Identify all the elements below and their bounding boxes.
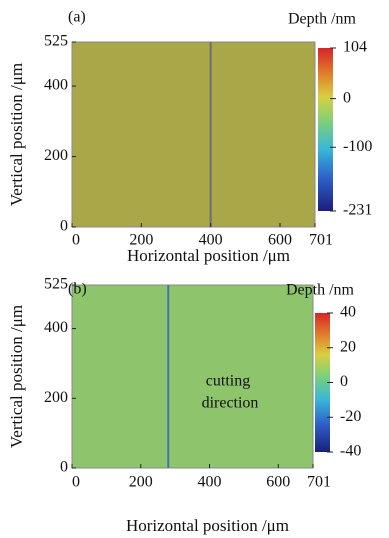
- y-tick-label: 0: [60, 218, 68, 235]
- colorbar-tick-label: -231: [343, 202, 372, 219]
- annotation: direction: [202, 395, 259, 412]
- x-tick-label: 600: [266, 474, 290, 491]
- panel-label: (b): [68, 281, 87, 298]
- depth-map: [72, 42, 315, 227]
- colorbar-tick-label: -40: [340, 443, 361, 460]
- colorbar-tick-label: -100: [343, 138, 372, 155]
- colorbar-tick-label: 104: [343, 39, 367, 56]
- x-tick-label: 200: [129, 474, 153, 491]
- colorbar: [318, 48, 333, 211]
- x-tick-label: 701: [307, 474, 331, 491]
- y-tick-label: 400: [44, 77, 68, 94]
- colorbar-tick-label: 0: [343, 89, 351, 106]
- colorbar-tick-label: 40: [340, 304, 356, 321]
- colorbar-title: Depth /nm: [286, 282, 355, 299]
- colorbar-tick-label: -20: [340, 408, 361, 425]
- y-tick-label: 200: [44, 389, 68, 406]
- figure: (a)02004006007010200400525Horizontal pos…: [0, 0, 389, 538]
- colorbar-title: Depth /nm: [288, 11, 357, 28]
- y-tick-label: 525: [44, 33, 68, 50]
- depth-map: [72, 285, 313, 468]
- y-tick-label: 200: [44, 147, 68, 164]
- annotation: cutting: [206, 373, 250, 390]
- x-tick-label: 400: [198, 474, 222, 491]
- panel-label: (a): [68, 9, 86, 26]
- x-axis-label: Horizontal position /μm: [127, 246, 290, 265]
- y-tick-label: 400: [44, 319, 68, 336]
- y-tick-label: 525: [44, 276, 68, 293]
- y-axis-label: Vertical position /μm: [7, 305, 26, 448]
- x-tick-label: 0: [72, 232, 80, 249]
- x-axis-label: Horizontal position /μm: [126, 516, 289, 535]
- colorbar-tick-label: 0: [340, 373, 348, 390]
- x-tick-label: 0: [72, 474, 80, 491]
- x-tick-label: 701: [309, 232, 333, 249]
- colorbar-tick-label: 20: [340, 338, 356, 355]
- y-tick-label: 0: [60, 459, 68, 476]
- y-axis-label: Vertical position /μm: [7, 63, 26, 206]
